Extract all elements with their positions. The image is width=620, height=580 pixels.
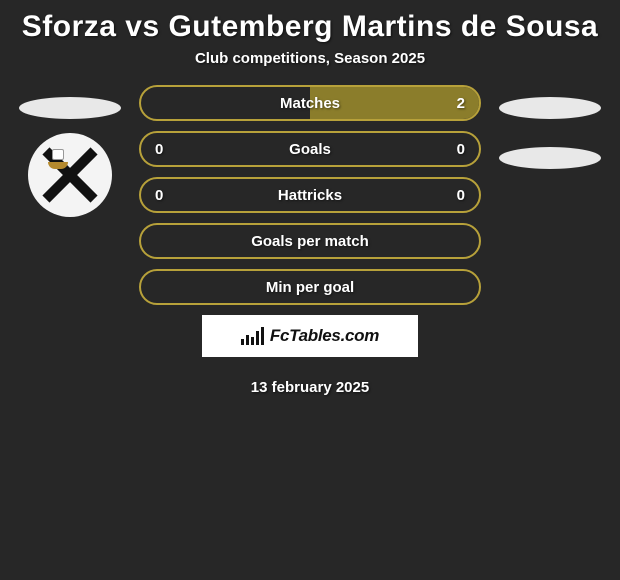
brand-text: FcTables.com — [270, 326, 379, 346]
stat-row: 0 Hattricks 0 — [139, 177, 481, 213]
stat-left-value: 0 — [155, 141, 163, 158]
stat-label: Min per goal — [266, 279, 354, 296]
club-badge-placeholder — [499, 147, 601, 169]
stat-row: Goals per match — [139, 223, 481, 259]
stat-left-value: 0 — [155, 187, 163, 204]
page-title: Sforza vs Gutemberg Martins de Sousa — [0, 0, 620, 50]
stat-row: 0 Goals 0 — [139, 131, 481, 167]
subtitle: Club competitions, Season 2025 — [0, 50, 620, 85]
stat-right-value: 2 — [457, 95, 465, 112]
stat-row: Matches 2 — [139, 85, 481, 121]
stat-label: Matches — [280, 95, 340, 112]
bars-icon — [241, 327, 264, 345]
snapshot-date: 13 february 2025 — [10, 379, 610, 396]
stat-row: Min per goal — [139, 269, 481, 305]
stat-right-value: 0 — [457, 187, 465, 204]
stat-label: Goals per match — [251, 233, 369, 250]
stat-rows: Matches 2 0 Goals 0 0 Hattricks 0 Goals per matc… — [139, 85, 481, 305]
club-badge-left — [28, 133, 112, 217]
stat-label: Hattricks — [278, 187, 342, 204]
right-player-column — [490, 85, 610, 181]
player-photo-placeholder — [499, 97, 601, 119]
stat-label: Goals — [289, 141, 331, 158]
left-player-column — [10, 85, 130, 217]
vasco-crest-icon — [36, 141, 104, 209]
player-photo-placeholder — [19, 97, 121, 119]
comparison-content: Matches 2 0 Goals 0 0 Hattricks 0 Goals per matc… — [0, 85, 620, 396]
fctables-brand: FcTables.com — [202, 315, 418, 357]
stat-right-value: 0 — [457, 141, 465, 158]
